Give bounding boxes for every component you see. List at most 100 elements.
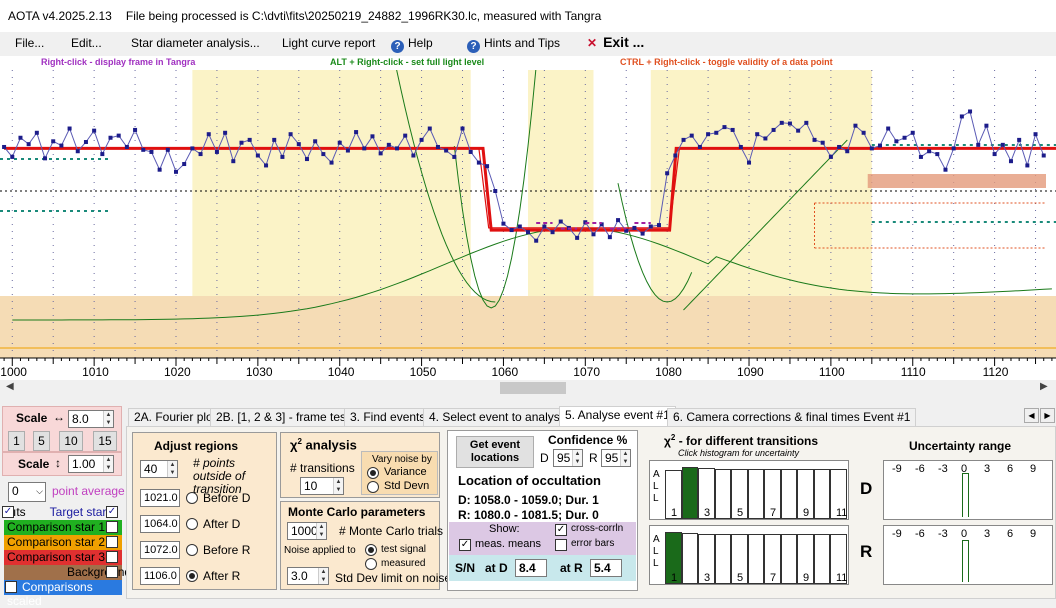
region-value-field[interactable]: 1064.0 (140, 515, 180, 533)
scale-15-button[interactable]: 15 (93, 431, 117, 451)
histogram-bar[interactable] (813, 534, 830, 584)
cross-corrln-checkbox[interactable]: ✓ (555, 524, 567, 536)
tab-item[interactable]: 2B. [1, 2 & 3] - frame test (210, 408, 356, 426)
histogram-bar[interactable] (665, 469, 682, 519)
data-point (444, 148, 449, 153)
curve-row-checkbox[interactable] (106, 536, 118, 548)
uncertainty-histogram-r[interactable]: -9 -6 -3 0 3 6 9 (883, 525, 1053, 585)
meas-means-checkbox[interactable]: ✓ (459, 539, 471, 551)
uncertainty-histogram-d[interactable]: -9 -6 -3 0 3 6 9 (883, 460, 1053, 520)
tab-item[interactable]: 6. Camera corrections & final times Even… (667, 408, 917, 426)
menu-hints[interactable]: ? Hints and Tips (467, 36, 560, 53)
std-devn-radio[interactable] (367, 481, 379, 493)
histogram-bar[interactable] (797, 534, 814, 584)
histogram-bar[interactable] (747, 534, 764, 584)
data-point (927, 149, 932, 154)
menu-star-diameter[interactable]: Star diameter analysis... (131, 36, 260, 50)
test-signal-radio[interactable] (365, 544, 377, 556)
histogram-bar[interactable] (714, 469, 731, 519)
uncertainty-tick-label: -9 (892, 528, 902, 540)
occultation-level-band (0, 296, 1056, 358)
histogram-bar[interactable] (665, 532, 682, 584)
histogram-bar[interactable] (698, 534, 715, 584)
curve-row-checkbox[interactable] (106, 521, 118, 533)
menu-help[interactable]: ? Help (391, 36, 433, 53)
curve-row[interactable]: Comparison star 2 (4, 535, 122, 550)
tab-item[interactable]: 2A. Fourier plot (128, 408, 223, 426)
scale-h-input[interactable]: 8.0 ▲ ▼ (68, 410, 114, 428)
tab-scroll-left-icon[interactable]: ◀ (1024, 408, 1039, 423)
histogram-bar[interactable] (780, 469, 797, 519)
region-radio[interactable] (186, 544, 198, 556)
scale-v-input[interactable]: 1.00 ▲ ▼ (68, 455, 114, 473)
scroll-left-icon[interactable]: ◀ (6, 381, 14, 392)
histogram-bar[interactable] (714, 534, 731, 584)
tab-item[interactable]: 3. Find events (344, 408, 432, 426)
curve-row[interactable]: ıts Target star ✓ ✓ (2, 505, 122, 520)
scale-1-button[interactable]: 1 (8, 431, 25, 451)
scale-5-button[interactable]: 5 (33, 431, 50, 451)
curve-row-checkbox[interactable] (106, 551, 118, 563)
hint-ctrl-right-click: CTRL + Right-click - toggle validity of … (620, 57, 833, 67)
menu-exit[interactable]: ✕ Exit ... (587, 34, 644, 50)
error-bars-checkbox[interactable] (555, 539, 567, 551)
region-radio[interactable] (186, 518, 198, 530)
curve-row[interactable]: ✓ Comparisons scaled (4, 580, 122, 608)
histogram-bar[interactable] (830, 468, 847, 519)
histogram-bar[interactable] (731, 468, 748, 519)
curve-row-checkbox[interactable]: ✓ (106, 506, 118, 518)
data-point (501, 221, 506, 226)
horizontal-scrollbar[interactable]: ◀ ▶ (0, 380, 1056, 396)
chi2-histogram-r[interactable]: A L L 1 3 5 7 9 11 (649, 525, 849, 585)
region-radio[interactable] (186, 570, 198, 582)
histogram-bar[interactable] (813, 469, 830, 519)
curve-row-left-checkbox[interactable]: ✓ (5, 581, 17, 593)
tab-item[interactable]: 5. Analyse event #1 (559, 406, 676, 427)
histogram-bar[interactable] (797, 469, 814, 519)
tab-scroll-right-icon[interactable]: ▶ (1040, 408, 1055, 423)
points-outside-input[interactable]: 40 ▲ ▼ (140, 460, 178, 478)
menu-edit[interactable]: Edit... (71, 36, 102, 50)
scale-10-button[interactable]: 10 (59, 431, 83, 451)
histogram-bar[interactable] (681, 467, 698, 519)
histogram-bar[interactable] (747, 469, 764, 519)
measured-radio[interactable] (365, 558, 377, 570)
chi2-analysis-group: χ2 analysis # transitions 10 ▲ ▼ Vary nois… (280, 432, 440, 498)
confidence-d-input[interactable]: 95 ▲ ▼ (553, 449, 583, 467)
histogram-bar[interactable] (764, 468, 781, 519)
get-event-locations-button[interactable]: Get event locations (456, 436, 534, 468)
scroll-thumb[interactable] (500, 382, 566, 394)
scale-h-label: Scale (16, 411, 48, 425)
menu-file[interactable]: File... (15, 36, 45, 50)
confidence-r-input[interactable]: 95 ▲ ▼ (601, 449, 631, 467)
transitions-input[interactable]: 10 ▲ ▼ (300, 477, 344, 495)
curve-row-checkbox[interactable] (106, 566, 118, 578)
histogram-bar[interactable] (698, 468, 715, 519)
std-dev-limit-input[interactable]: 3.0 ▲ ▼ (287, 567, 329, 585)
curve-row[interactable]: Comparison star 1 (4, 520, 122, 535)
histogram-bar[interactable] (731, 534, 748, 584)
curve-row-left-checkbox[interactable]: ✓ (2, 506, 14, 518)
histogram-bar[interactable] (780, 534, 797, 584)
light-curve-plot[interactable]: 1000 1010 1020 1030 1040 1050 1060 1070 1080 1090… (0, 70, 1056, 380)
region-value-field[interactable]: 1072.0 (140, 541, 180, 559)
curve-row[interactable]: Background (4, 565, 131, 580)
file-being-processed: File being processed is C:\dvti\fits\202… (125, 9, 602, 23)
region-radio[interactable] (186, 492, 198, 504)
histogram-bar[interactable] (830, 534, 847, 584)
variance-radio[interactable] (367, 467, 379, 479)
chi2-histogram-d[interactable]: A L L 1 3 5 7 9 11 (649, 460, 849, 520)
points-average-select[interactable]: 0 ⌵ (8, 482, 46, 502)
region-value-field[interactable]: 1106.0 (140, 567, 180, 585)
histogram-bar[interactable] (681, 533, 698, 584)
curve-row[interactable]: Comparison star 3 (4, 550, 122, 565)
monte-carlo-trials-input[interactable]: 1000 ▲ ▼ (287, 522, 327, 540)
data-point (796, 128, 801, 133)
region-value-field[interactable]: 1021.0 (140, 489, 180, 507)
x-tick-label: 1080 (655, 365, 682, 379)
data-point (460, 126, 465, 131)
histogram-bar[interactable] (764, 534, 781, 584)
scroll-right-icon[interactable]: ▶ (1040, 381, 1048, 392)
tab-item[interactable]: 4. Select event to analyse (423, 408, 573, 426)
menu-light-curve-report[interactable]: Light curve report (282, 36, 376, 50)
